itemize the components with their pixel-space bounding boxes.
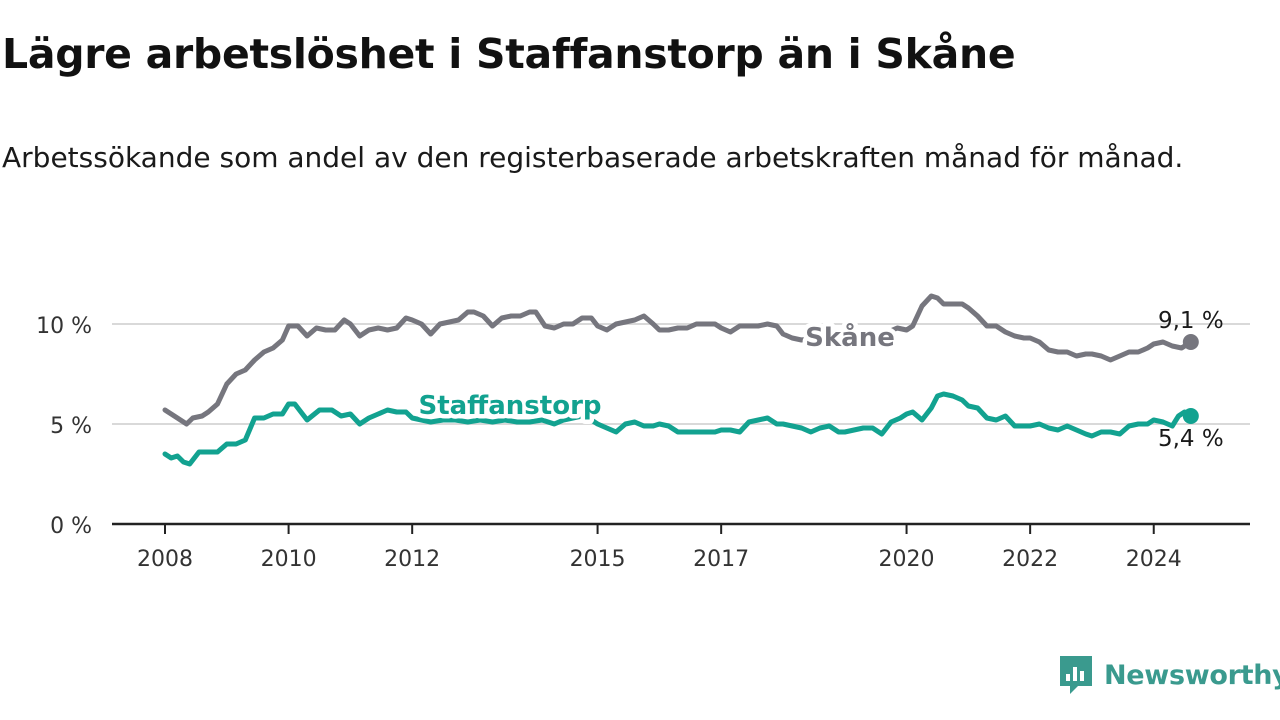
x-tick-label: 2017 (693, 547, 749, 572)
y-tick-label: 0 % (50, 514, 92, 539)
y-tick-label: 10 % (36, 314, 92, 339)
chart-subtitle: Arbetssökande som andel av den registerb… (2, 141, 1184, 174)
y-tick-label: 5 % (50, 414, 92, 439)
x-tick-label: 2015 (570, 547, 626, 572)
series-annotation: Staffanstorp (418, 391, 601, 421)
end-label-staffanstorp: 5,4 % (1158, 426, 1224, 452)
x-tick-label: 2024 (1126, 547, 1182, 572)
brand-name: Newsworthy (1104, 659, 1280, 691)
series-line-staffanstorp (162, 391, 1194, 467)
chart-title: Lägre arbetslöshet i Staffanstorp än i S… (2, 30, 1016, 78)
brand-logo[interactable]: Newsworthy (1058, 654, 1280, 696)
newsworthy-logo-icon (1060, 656, 1092, 694)
series-annotation: Skåne (805, 321, 895, 353)
end-label-skane: 9,1 % (1158, 308, 1224, 334)
x-tick-label: 2020 (879, 547, 935, 572)
end-point-skane (1182, 334, 1199, 350)
x-tick-label: 2010 (261, 547, 317, 572)
end-point-staffanstorp (1182, 408, 1199, 424)
x-tick-label: 2012 (384, 547, 440, 572)
x-tick-label: 2022 (1002, 547, 1058, 572)
x-tick-label: 2008 (137, 547, 193, 572)
series-line-skane (162, 293, 1194, 427)
